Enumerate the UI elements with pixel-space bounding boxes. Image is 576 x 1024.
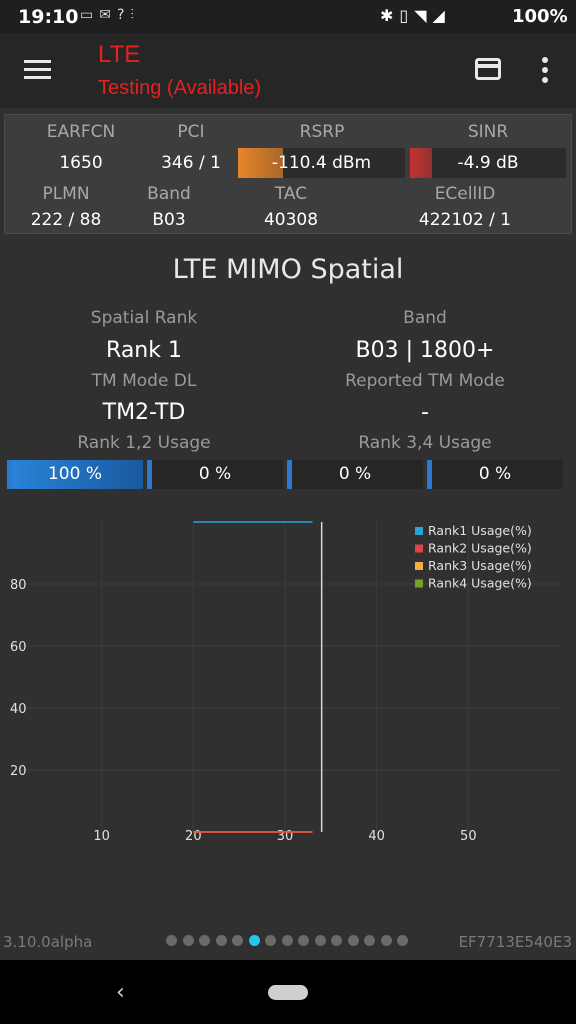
legend-swatch-rank2 xyxy=(415,544,423,553)
rsrp-label: RSRP xyxy=(299,122,345,142)
status-bar: 19:10 ▭✉?⫶ ✱▯◥◢ 100% xyxy=(0,0,576,33)
app-toolbar: LTE Testing (Available) xyxy=(0,33,576,108)
tac-label: TAC xyxy=(274,184,308,204)
page-dot-4[interactable] xyxy=(215,935,227,946)
y-tick-label-60: 60 xyxy=(10,640,27,655)
page-indicator xyxy=(166,935,414,947)
battery-level: 100% xyxy=(512,6,568,27)
rank3-usage-value: 0 % xyxy=(338,464,372,484)
tm-mode-label: TM Mode DL xyxy=(91,371,197,391)
spatial-rank-value: Rank 1 xyxy=(106,338,182,363)
rank2-usage-marker xyxy=(147,460,152,489)
page-dot-8[interactable] xyxy=(281,935,293,946)
page-dot-6[interactable] xyxy=(248,935,260,946)
legend-label-rank2: Rank2 Usage(%) xyxy=(428,541,532,556)
back-icon[interactable]: ‹ xyxy=(116,980,125,1005)
ecellid-value: 422102 / 1 xyxy=(418,210,512,230)
page-dot-3[interactable] xyxy=(199,935,210,946)
rsrp-meter: -110.4 dBm xyxy=(238,148,405,178)
cell-info-panel: EARFCN PCI RSRP SINR 1650 346 / 1 -110.4… xyxy=(4,114,572,234)
page-dot-11[interactable] xyxy=(331,935,342,946)
notification-icons: ▭✉?⫶ xyxy=(80,7,140,23)
y-tick-label-80: 80 xyxy=(10,578,27,593)
home-pill-icon[interactable] xyxy=(268,985,308,1000)
x-tick-label-10: 10 xyxy=(93,829,110,844)
earfcn-value: 1650 xyxy=(59,153,103,173)
mimo-band-label: Band xyxy=(403,308,447,328)
legend-swatch-rank3 xyxy=(415,562,423,570)
rank1-usage-value: 100 % xyxy=(47,464,102,484)
page-dot-13[interactable] xyxy=(364,935,375,946)
rank12-usage-label: Rank 1,2 Usage xyxy=(77,433,211,453)
page-dot-1[interactable] xyxy=(166,935,177,946)
tac-value: 40308 xyxy=(263,210,319,230)
status-time: 19:10 xyxy=(18,6,79,28)
app-version: 3.10.0alpha xyxy=(3,933,93,951)
spatial-rank-label: Spatial Rank xyxy=(90,308,198,328)
mimo-section-title: LTE MIMO Spatial xyxy=(172,254,404,285)
band-value: B03 xyxy=(152,210,186,230)
hamburger-menu-icon[interactable] xyxy=(24,60,51,80)
network-type-title: LTE xyxy=(98,41,141,68)
rank2-usage-value: 0 % xyxy=(198,464,232,484)
wifi-icon: ◥ xyxy=(414,6,433,25)
rank4-usage-bar: 0 % xyxy=(427,460,563,489)
mimo-band-value: B03 | 1800+ xyxy=(355,338,495,363)
page-dot-9[interactable] xyxy=(298,935,309,946)
page-dot-15[interactable] xyxy=(397,935,408,946)
page-dot-14[interactable] xyxy=(380,935,392,946)
sim-card-icon[interactable] xyxy=(475,58,501,80)
rank3-usage-marker xyxy=(287,460,292,489)
sinr-meter-fill xyxy=(410,148,432,178)
plmn-label: PLMN xyxy=(42,184,90,204)
rsrp-value: -110.4 dBm xyxy=(271,153,372,173)
rank4-usage-marker xyxy=(427,460,432,489)
plmn-value: 222 / 88 xyxy=(30,210,102,230)
reported-tm-label: Reported TM Mode xyxy=(345,371,505,391)
legend-label-rank4: Rank4 Usage(%) xyxy=(428,576,532,591)
page-dot-7[interactable] xyxy=(265,935,276,946)
rank1-usage-bar: 100 % xyxy=(7,460,143,489)
y-tick-label-40: 40 xyxy=(10,702,27,717)
page-dot-5[interactable] xyxy=(232,935,243,946)
sinr-value: -4.9 dB xyxy=(457,153,519,173)
network-status-subtitle: Testing (Available) xyxy=(98,77,262,99)
sinr-label: SINR xyxy=(467,122,509,142)
y-tick-label-20: 20 xyxy=(10,764,27,779)
signal-unknown-icon: ?⫶ xyxy=(116,7,140,23)
rank2-usage-bar: 0 % xyxy=(147,460,283,489)
rank4-usage-value: 0 % xyxy=(478,464,512,484)
rank34-usage-label: Rank 3,4 Usage xyxy=(358,433,492,453)
tim-icon: ▭ xyxy=(80,7,100,23)
earfcn-label: EARFCN xyxy=(46,122,116,142)
bluetooth-icon: ✱ xyxy=(380,6,400,25)
mail-icon: ✉ xyxy=(99,7,117,23)
page-dot-2[interactable] xyxy=(182,935,194,946)
ecellid-label: ECellID xyxy=(434,184,496,204)
legend-swatch-rank4 xyxy=(415,579,423,588)
rank1-usage-marker xyxy=(7,460,12,489)
legend-swatch-rank1 xyxy=(415,527,423,535)
legend-label-rank1: Rank1 Usage(%) xyxy=(428,523,532,538)
page-dot-12[interactable] xyxy=(347,935,359,946)
pci-label: PCI xyxy=(177,122,205,142)
page-dot-10[interactable] xyxy=(314,935,326,946)
rsrp-meter-fill xyxy=(238,148,284,178)
rank3-usage-bar: 0 % xyxy=(287,460,423,489)
x-tick-label-40: 40 xyxy=(368,829,385,844)
overflow-menu-icon[interactable] xyxy=(542,57,548,83)
legend-label-rank3: Rank3 Usage(%) xyxy=(428,558,532,573)
system-icons: ✱▯◥◢ xyxy=(380,6,451,25)
device-id: EF7713E540E3 xyxy=(458,933,572,951)
rank1-usage-fill xyxy=(7,460,143,489)
band-label: Band xyxy=(147,184,191,204)
vibrate-icon: ▯ xyxy=(399,6,415,25)
reported-tm-value: - xyxy=(421,400,429,425)
x-tick-label-50: 50 xyxy=(460,829,477,844)
sinr-meter: -4.9 dB xyxy=(410,148,566,178)
cell-signal-icon: ◢ xyxy=(432,6,451,25)
tm-mode-value: TM2-TD xyxy=(102,400,186,425)
pci-value: 346 / 1 xyxy=(161,153,221,173)
